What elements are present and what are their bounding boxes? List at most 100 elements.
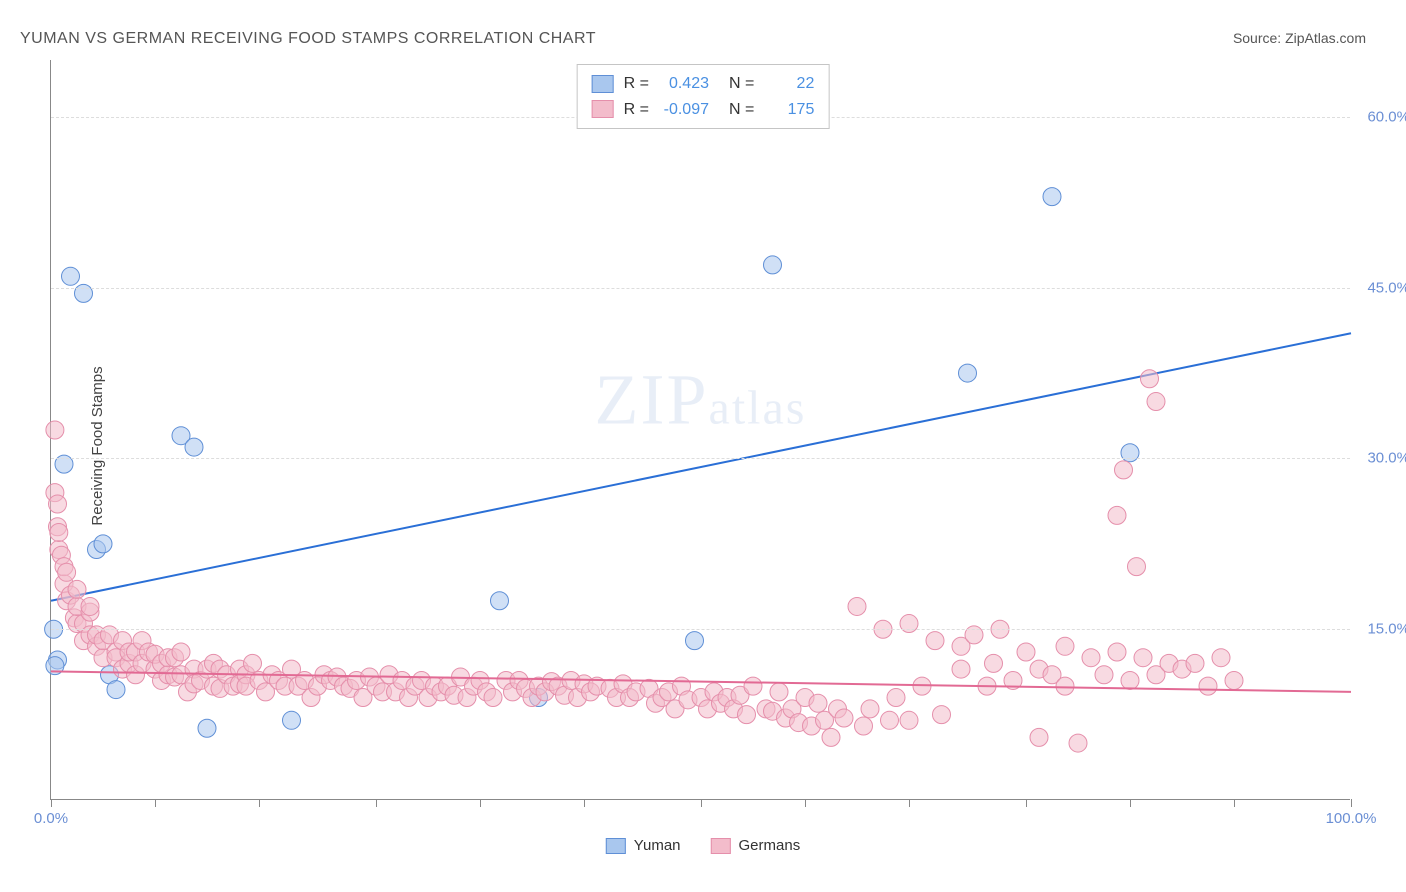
y-tick-label: 30.0%: [1367, 450, 1406, 467]
legend-r-label: R =: [624, 71, 649, 97]
scatter-point: [50, 523, 68, 541]
scatter-point: [1115, 461, 1133, 479]
legend-n-label: N =: [729, 97, 754, 123]
scatter-point: [1108, 506, 1126, 524]
scatter-point: [94, 535, 112, 553]
scatter-point: [81, 597, 99, 615]
correlation-legend: R = 0.423 N = 22 R = -0.097 N = 175: [577, 64, 830, 129]
legend-series-name: Yuman: [634, 837, 681, 854]
legend-n-label: N =: [729, 71, 754, 97]
scatter-point: [861, 700, 879, 718]
scatter-point: [1095, 666, 1113, 684]
scatter-point: [1121, 671, 1139, 689]
scatter-point: [809, 694, 827, 712]
bottom-legend-item: Yuman: [606, 837, 681, 854]
scatter-point: [107, 681, 125, 699]
scatter-point: [491, 592, 509, 610]
scatter-point: [900, 711, 918, 729]
scatter-point: [738, 706, 756, 724]
scatter-point: [62, 267, 80, 285]
x-tick: [259, 799, 260, 807]
scatter-point: [1108, 643, 1126, 661]
x-tick: [155, 799, 156, 807]
scatter-point: [952, 660, 970, 678]
x-tick: [1130, 799, 1131, 807]
source-label: Source: ZipAtlas.com: [1233, 30, 1366, 46]
y-tick-label: 45.0%: [1367, 279, 1406, 296]
chart-title: YUMAN VS GERMAN RECEIVING FOOD STAMPS CO…: [20, 30, 596, 48]
scatter-point: [822, 728, 840, 746]
gridline: [51, 288, 1350, 289]
scatter-point: [1141, 370, 1159, 388]
scatter-point: [770, 683, 788, 701]
scatter-point: [198, 719, 216, 737]
legend-series-name: Germans: [739, 837, 801, 854]
scatter-point: [1056, 637, 1074, 655]
x-tick: [51, 799, 52, 807]
scatter-point: [1199, 677, 1217, 695]
x-tick: [805, 799, 806, 807]
legend-row: R = -0.097 N = 175: [592, 97, 815, 123]
scatter-point: [1082, 649, 1100, 667]
x-tick: [584, 799, 585, 807]
scatter-point: [283, 711, 301, 729]
scatter-point: [1147, 393, 1165, 411]
x-tick-label: 0.0%: [34, 810, 68, 827]
scatter-point: [686, 632, 704, 650]
legend-swatch: [606, 838, 626, 854]
scatter-point: [959, 364, 977, 382]
legend-n-value: 22: [764, 71, 814, 97]
scatter-point: [185, 438, 203, 456]
scatter-point: [244, 654, 262, 672]
scatter-point: [68, 580, 86, 598]
legend-row: R = 0.423 N = 22: [592, 71, 815, 97]
scatter-point: [835, 709, 853, 727]
series-legend: Yuman Germans: [606, 837, 800, 854]
legend-swatch: [592, 100, 614, 118]
scatter-point: [744, 677, 762, 695]
scatter-point: [1134, 649, 1152, 667]
x-tick: [1026, 799, 1027, 807]
scatter-point: [1056, 677, 1074, 695]
scatter-point: [172, 643, 190, 661]
scatter-point: [484, 689, 502, 707]
scatter-point: [1212, 649, 1230, 667]
scatter-point: [49, 495, 67, 513]
y-tick-label: 60.0%: [1367, 108, 1406, 125]
x-tick: [480, 799, 481, 807]
scatter-point: [58, 563, 76, 581]
x-tick: [701, 799, 702, 807]
scatter-point: [1069, 734, 1087, 752]
x-tick: [909, 799, 910, 807]
scatter-point: [926, 632, 944, 650]
scatter-point: [46, 421, 64, 439]
legend-r-value: -0.097: [659, 97, 709, 123]
gridline: [51, 629, 1350, 630]
x-tick: [1351, 799, 1352, 807]
scatter-point: [1030, 728, 1048, 746]
legend-swatch: [711, 838, 731, 854]
scatter-point: [1128, 558, 1146, 576]
x-tick-label: 100.0%: [1326, 810, 1377, 827]
gridline: [51, 458, 1350, 459]
legend-swatch: [592, 75, 614, 93]
scatter-point: [1186, 654, 1204, 672]
scatter-point: [1017, 643, 1035, 661]
scatter-plot-svg: [51, 60, 1350, 799]
plot-area: ZIPatlas 15.0%30.0%45.0%60.0%0.0%100.0%: [50, 60, 1350, 800]
y-tick-label: 15.0%: [1367, 621, 1406, 638]
legend-r-label: R =: [624, 97, 649, 123]
scatter-point: [887, 689, 905, 707]
x-tick: [1234, 799, 1235, 807]
scatter-point: [881, 711, 899, 729]
scatter-point: [764, 256, 782, 274]
scatter-point: [985, 654, 1003, 672]
scatter-point: [1043, 188, 1061, 206]
scatter-point: [1225, 671, 1243, 689]
legend-n-value: 175: [764, 97, 814, 123]
scatter-point: [848, 597, 866, 615]
scatter-point: [933, 706, 951, 724]
x-tick: [376, 799, 377, 807]
bottom-legend-item: Germans: [711, 837, 801, 854]
legend-r-value: 0.423: [659, 71, 709, 97]
